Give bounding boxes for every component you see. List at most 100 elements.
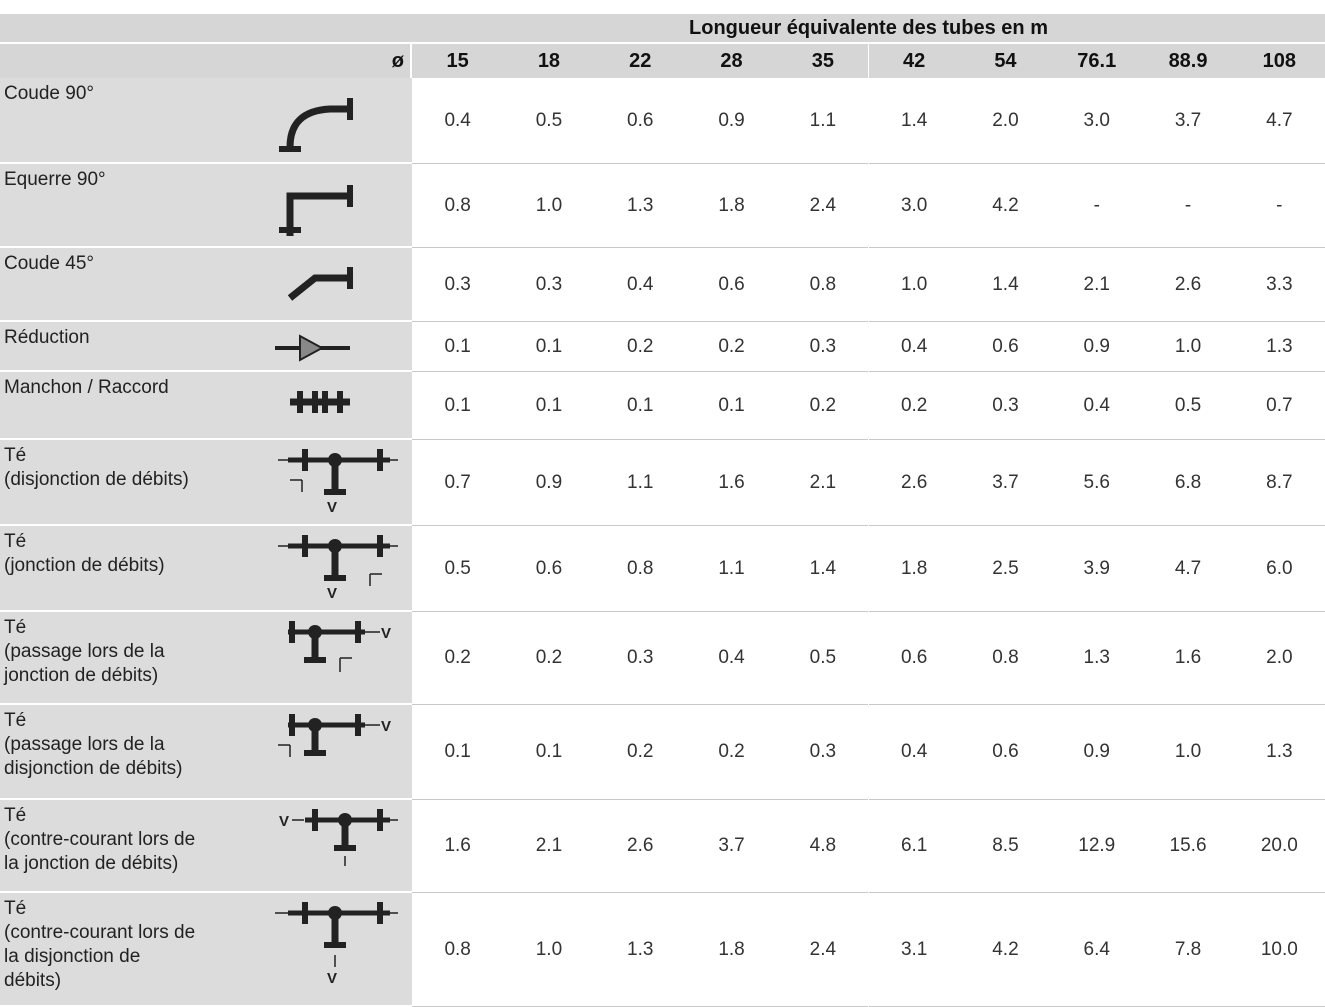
value: 3.0	[1051, 78, 1143, 164]
value: 2.1	[777, 440, 869, 526]
icon-shape	[377, 535, 383, 557]
icon-shape	[328, 453, 342, 467]
value: 1.3	[594, 893, 686, 1007]
row-label: Té (disjonction de débits)	[0, 440, 270, 526]
icon-shape	[279, 227, 301, 233]
label-line: Coude 45°	[4, 253, 94, 274]
value: 0.1	[412, 322, 504, 372]
value: 12.9	[1051, 800, 1143, 893]
value: 2.1	[503, 800, 595, 893]
icon-shape	[347, 185, 353, 207]
fitting-icon: V	[278, 449, 398, 516]
value: 0.5	[503, 78, 595, 164]
icon-shape	[312, 391, 318, 413]
value: 0.9	[1051, 705, 1143, 800]
fitting-icon: V	[275, 902, 398, 987]
value: -	[1142, 164, 1234, 248]
label-line: (disjonction de débits)	[4, 469, 189, 490]
label-line: (passage lors de la	[4, 734, 165, 755]
label-line: (contre-courant lors de	[4, 829, 196, 850]
value: 0.9	[685, 78, 778, 164]
diameter: 42	[868, 44, 960, 78]
value: 0.4	[685, 612, 778, 705]
value: 15.6	[1142, 800, 1234, 893]
value: 2.1	[1051, 248, 1143, 322]
icon-cell	[270, 78, 412, 164]
icon-cell	[270, 248, 412, 322]
value: 0.9	[503, 440, 595, 526]
value: 4.8	[777, 800, 869, 893]
value: 0.2	[685, 705, 778, 800]
value: 2.6	[594, 800, 686, 893]
value: 0.6	[959, 705, 1052, 800]
value: 1.0	[503, 164, 595, 248]
icon-shape	[337, 391, 343, 413]
value: 2.0	[959, 78, 1052, 164]
value: 8.5	[959, 800, 1052, 893]
value: 0.2	[777, 372, 869, 440]
value: 0.1	[412, 372, 504, 440]
value: 0.4	[412, 78, 504, 164]
icon-shape	[299, 334, 325, 362]
value: 1.6	[412, 800, 504, 893]
value: 1.8	[685, 164, 778, 248]
fitting-icon: V	[278, 535, 398, 602]
value: 1.6	[1142, 612, 1234, 705]
icon-shape	[289, 621, 295, 643]
icon-shape	[324, 489, 346, 495]
value: 0.2	[503, 612, 595, 705]
value: 1.1	[594, 440, 686, 526]
label-line: débits)	[4, 970, 62, 991]
value: 7.8	[1142, 893, 1234, 1007]
label-line: (jonction de débits)	[4, 555, 165, 576]
value: 4.7	[1233, 78, 1325, 164]
header-blank	[0, 14, 412, 42]
label-line: Manchon / Raccord	[4, 377, 169, 398]
icon-shape	[312, 809, 318, 831]
value: -	[1233, 164, 1325, 248]
diameter: 18	[503, 44, 595, 78]
flow-label: V	[327, 499, 337, 516]
icon-shape	[324, 575, 346, 581]
icon-shape	[377, 809, 383, 831]
icon-shape	[297, 391, 303, 413]
value: 6.4	[1051, 893, 1143, 1007]
value: 3.1	[868, 893, 960, 1007]
value: 2.5	[959, 526, 1052, 612]
fitting-icon: V	[288, 621, 391, 672]
value: 1.4	[868, 78, 960, 164]
value: 3.7	[685, 800, 778, 893]
label-line: Equerre 90°	[4, 169, 106, 190]
value: 20.0	[1233, 800, 1325, 893]
label-line: Té	[4, 617, 27, 638]
icon-shape	[328, 539, 342, 553]
fitting-icon	[279, 185, 353, 236]
icon-shape	[308, 718, 322, 732]
row-label: Té (passage lors de la disjonction de débi…	[0, 705, 270, 800]
value: 0.3	[412, 248, 504, 322]
value: 0.1	[503, 372, 595, 440]
label-line: la disjonction de	[4, 946, 141, 967]
flow-label: V	[381, 625, 391, 642]
diameter: 108	[1233, 44, 1325, 78]
value: 0.2	[594, 705, 686, 800]
icon-shape	[302, 449, 308, 471]
row-label: Coude 90°	[0, 78, 270, 164]
row-label: Té (passage lors de la jonction de débits)	[0, 612, 270, 705]
icon-shape	[347, 98, 353, 120]
value: 0.2	[412, 612, 504, 705]
label-line: Té	[4, 710, 27, 731]
value: 0.3	[777, 705, 869, 800]
value: 0.8	[959, 612, 1052, 705]
value: 0.6	[959, 322, 1052, 372]
value: 2.6	[1142, 248, 1234, 322]
value: 1.1	[685, 526, 778, 612]
icon-cell	[270, 372, 412, 440]
row-label: Té (contre-courant lors de la jonction de …	[0, 800, 270, 893]
value: 0.5	[1142, 372, 1234, 440]
row-label: Té (contre-courant lors de la disjonction …	[0, 893, 270, 1007]
value: 3.7	[1142, 78, 1234, 164]
icon-shape	[322, 391, 328, 413]
value: 1.4	[777, 526, 869, 612]
